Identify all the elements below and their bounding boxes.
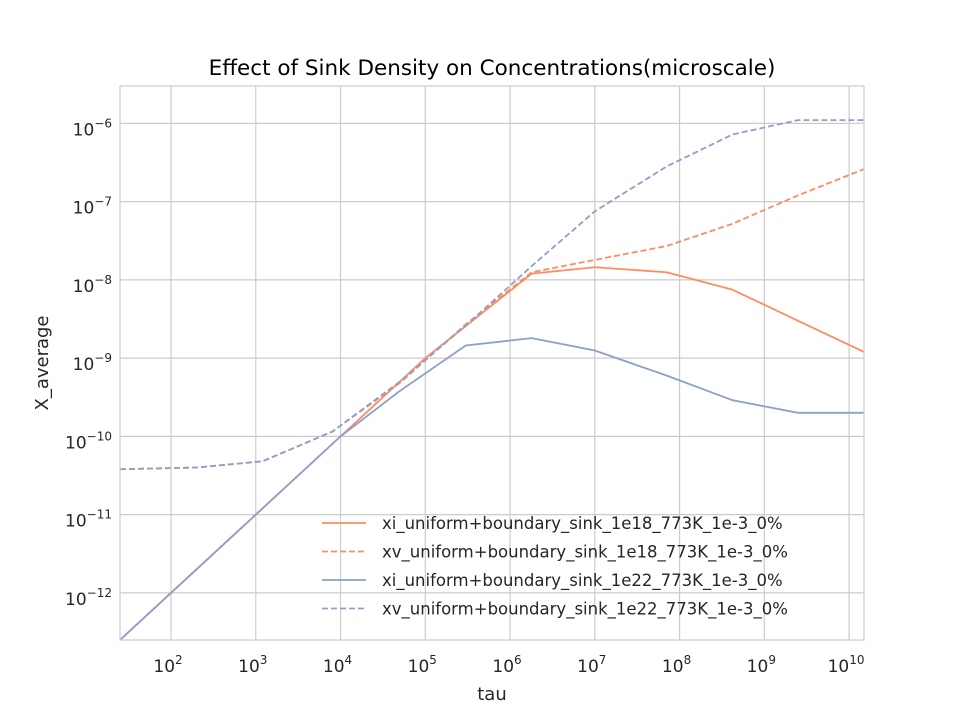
legend-label-3: xi_uniform+boundary_sink_1e22_773K_1e-3_… [382,571,783,591]
y-tick-label: 10−7 [73,195,112,219]
x-tick-label: 102 [153,653,182,677]
plot-background [120,86,864,640]
y-tick-label: 10−6 [73,116,112,140]
plot-frame [119,85,865,641]
y-tick-label: 10−10 [65,429,112,453]
y-axis-label: X_average [32,315,53,410]
x-tick-label: 107 [577,653,606,677]
legend-label-2: xv_uniform+boundary_sink_1e18_773K_1e-3_… [382,543,788,563]
x-tick-label: 106 [492,653,521,677]
legend-label-1: xi_uniform+boundary_sink_1e18_773K_1e-3_… [382,514,783,534]
y-tick-label: 10−9 [73,351,112,375]
x-tick-label: 104 [323,653,352,677]
y-tick-label: 10−12 [65,586,112,610]
series-lines [120,119,864,640]
series-line-4 [120,119,864,471]
series-line-3 [120,337,864,640]
legend: xi_uniform+boundary_sink_1e18_773K_1e-3_… [322,514,788,620]
legend-label-4: xv_uniform+boundary_sink_1e22_773K_1e-3_… [382,600,788,620]
x-tick-label: 1010 [828,653,865,677]
y-tick-label: 10−8 [73,273,112,297]
y-tick-label: 10−11 [65,508,112,532]
x-tick-labels: 102 103 104 105 106 107 108 109 1010 [153,653,864,677]
y-tick-labels: 10−12 10−11 10−10 10−9 10−8 10−7 10−6 [65,116,112,610]
x-tick-label: 109 [747,653,776,677]
x-tick-label: 103 [238,653,267,677]
x-tick-label: 105 [408,653,437,677]
x-tick-label: 108 [662,653,691,677]
grid [120,86,864,640]
chart-title: Effect of Sink Density on Concentrations… [209,56,776,81]
x-axis-label: tau [477,684,507,705]
